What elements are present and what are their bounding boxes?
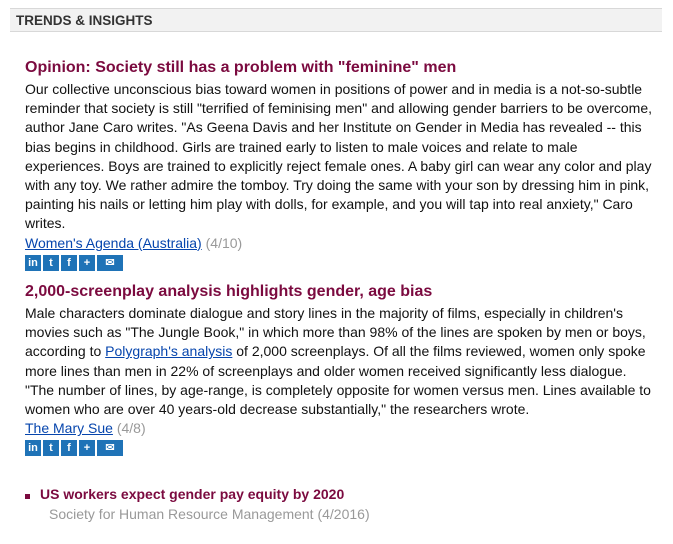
linkedin-icon[interactable]: in	[25, 254, 41, 271]
article-title[interactable]: 2,000-screenplay analysis highlights gen…	[25, 283, 433, 300]
bullet-icon	[25, 494, 30, 499]
article-body: Our collective unconscious bias toward w…	[25, 81, 652, 232]
article: 2,000-screenplay analysis highlights gen…	[25, 282, 655, 457]
source-link[interactable]: Women's Agenda (Australia)	[25, 234, 202, 251]
share-more-icon[interactable]: +	[79, 440, 95, 457]
share-bar: in t f + ✉	[25, 440, 655, 457]
bullet-source: Society for Human Resource Management (4…	[49, 506, 370, 522]
body-text: Male characters dominate dialogue and st…	[25, 305, 646, 360]
facebook-icon[interactable]: f	[61, 254, 77, 271]
share-more-icon[interactable]: +	[79, 254, 95, 271]
share-bar: in t f + ✉	[25, 254, 655, 271]
source-link[interactable]: The Mary Sue	[25, 420, 113, 437]
twitter-icon[interactable]: t	[43, 254, 59, 271]
article: Opinion: Society still has a problem wit…	[25, 58, 655, 271]
email-icon[interactable]: ✉	[97, 440, 123, 457]
section-header: TRENDS & INSIGHTS	[10, 8, 662, 32]
section-title: TRENDS & INSIGHTS	[16, 13, 153, 28]
body-text: of 2,000 screenplays. Of all the films r…	[25, 343, 651, 418]
article-date: (4/10)	[205, 234, 243, 251]
bullet-title[interactable]: US workers expect gender pay equity by 2…	[40, 486, 345, 502]
facebook-icon[interactable]: f	[61, 440, 77, 457]
linkedin-icon[interactable]: in	[25, 440, 41, 457]
article-date: (4/8)	[116, 420, 146, 437]
analysis-link[interactable]: Polygraph's analysis	[105, 343, 233, 360]
article-title[interactable]: Opinion: Society still has a problem wit…	[25, 59, 457, 76]
email-icon[interactable]: ✉	[97, 254, 123, 271]
article-body: Male characters dominate dialogue and st…	[25, 304, 655, 419]
twitter-icon[interactable]: t	[43, 440, 59, 457]
